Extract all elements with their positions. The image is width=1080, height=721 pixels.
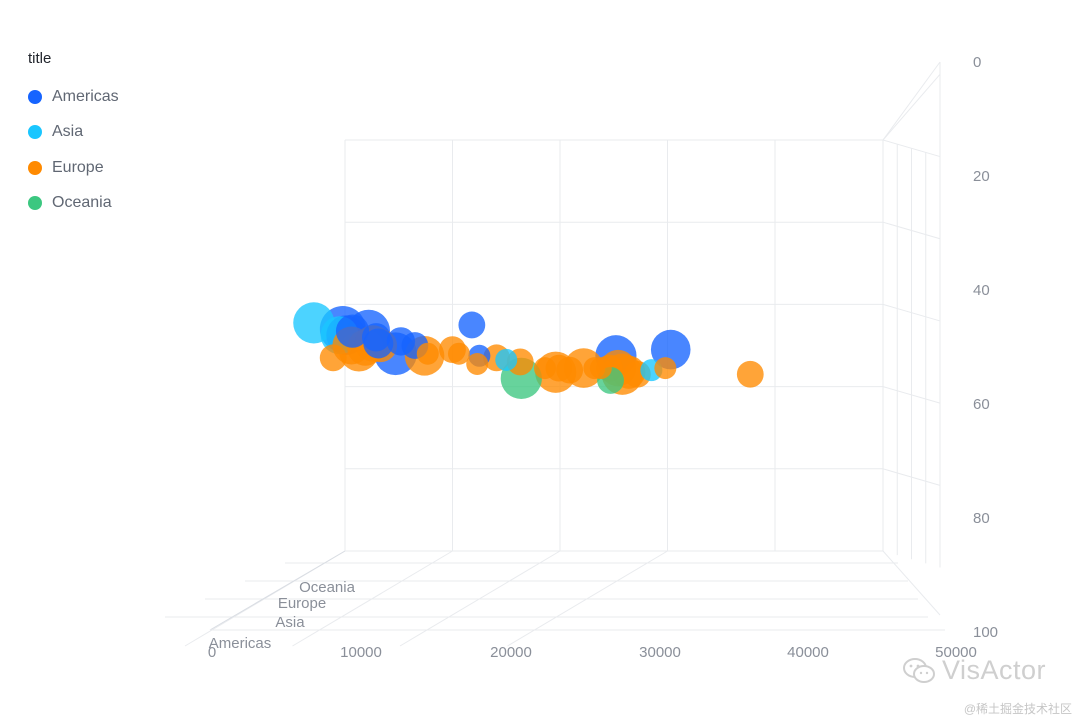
point-americas[interactable] xyxy=(458,311,486,339)
point-europe[interactable] xyxy=(556,356,584,384)
x-tick-label: 40000 xyxy=(787,644,829,661)
y-tick-label: 60 xyxy=(973,396,990,413)
legend-label: Asia xyxy=(52,123,84,141)
legend-item-oceania[interactable]: Oceania xyxy=(28,186,119,222)
point-americas[interactable] xyxy=(361,323,391,352)
y-tick-label: 100 xyxy=(973,624,998,641)
legend-label: Oceania xyxy=(52,194,112,212)
grid-line xyxy=(882,74,941,141)
z-tick-label: Oceania xyxy=(299,579,356,596)
y-tick-label: 40 xyxy=(973,282,990,299)
point-europe[interactable] xyxy=(736,360,764,388)
y-tick-label: 0 xyxy=(973,54,981,71)
chart-grid xyxy=(165,61,945,647)
grid-line xyxy=(882,550,941,616)
chart-axes: 0 10000 20000 30000 40000 50000 0 20 40 60 80 100 Am… xyxy=(208,54,998,661)
x-tick-label: 20000 xyxy=(490,644,532,661)
wechat-icon xyxy=(902,657,935,683)
legend-marker xyxy=(28,160,42,175)
point-europe[interactable] xyxy=(416,342,439,365)
legend-label: Americas xyxy=(52,87,119,105)
legend-marker xyxy=(28,89,42,104)
x-tick-label: 50000 xyxy=(935,644,977,661)
chart-points xyxy=(293,302,764,399)
z-tick-label: Americas xyxy=(209,635,272,652)
watermark-text: VisActor xyxy=(941,655,1046,685)
axis-line xyxy=(209,550,346,631)
y-tick-label: 20 xyxy=(973,168,990,185)
z-tick-label: Europe xyxy=(278,595,326,612)
watermark-subtext: @稀土掘金技术社区 xyxy=(963,702,1072,716)
y-tick-label: 80 xyxy=(973,510,990,527)
legend-marker xyxy=(28,196,42,211)
point-europe[interactable] xyxy=(447,342,470,365)
legend-item-americas[interactable]: Americas xyxy=(28,79,119,115)
grid-line xyxy=(882,61,941,141)
point-europe[interactable] xyxy=(589,357,612,380)
legend-label: Europe xyxy=(52,158,104,176)
z-tick-label: Asia xyxy=(275,614,305,631)
point-europe[interactable] xyxy=(533,357,556,380)
point-americas[interactable] xyxy=(335,314,370,348)
legend: title Americas Asia Europe Oceania xyxy=(28,50,119,221)
watermark: VisActor xyxy=(902,655,1046,686)
point-europe[interactable] xyxy=(319,344,347,372)
x-tick-label: 0 xyxy=(208,644,216,661)
x-tick-label: 30000 xyxy=(639,644,681,661)
point-europe[interactable] xyxy=(466,352,489,375)
legend-marker xyxy=(28,125,42,140)
legend-title: title xyxy=(28,50,52,67)
point-europe[interactable] xyxy=(654,357,677,380)
legend-item-europe[interactable]: Europe xyxy=(28,150,119,186)
legend-item-asia[interactable]: Asia xyxy=(28,115,119,151)
point-asia[interactable] xyxy=(495,348,518,371)
x-tick-label: 10000 xyxy=(340,644,382,661)
